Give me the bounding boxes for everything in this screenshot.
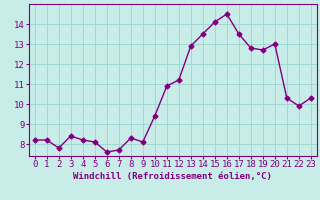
X-axis label: Windchill (Refroidissement éolien,°C): Windchill (Refroidissement éolien,°C) [73, 172, 272, 181]
